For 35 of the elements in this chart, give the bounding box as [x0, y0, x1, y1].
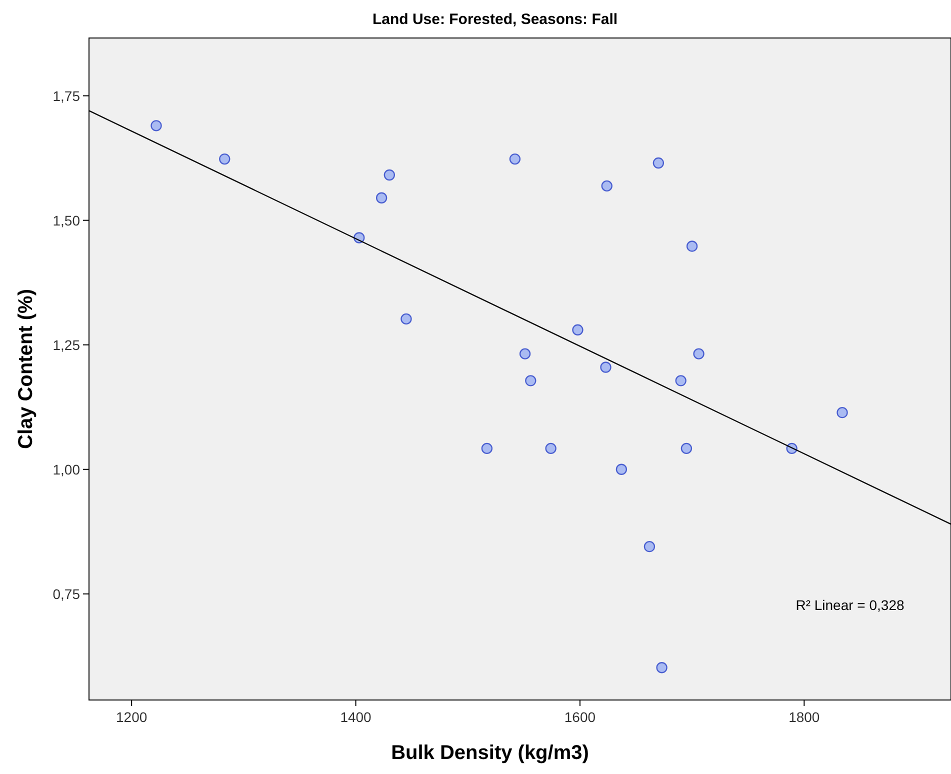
point [693, 348, 704, 360]
point [652, 157, 664, 169]
point [656, 662, 668, 674]
point [675, 375, 686, 386]
x-tick-label: 1400 [340, 709, 372, 725]
y-tick-label: 1,50 [52, 212, 80, 228]
point [219, 153, 230, 165]
point [836, 406, 848, 418]
annotation: R² Linear = 0,328 [796, 597, 904, 613]
point [525, 375, 536, 386]
point [644, 540, 656, 552]
y-tick-label: 1,00 [52, 461, 80, 478]
x-tick-label: 1800 [788, 709, 820, 725]
point [680, 442, 692, 454]
point [545, 442, 556, 454]
x-tick-label: 1200 [116, 709, 148, 725]
y-axis-title: Clay Content (%) [15, 289, 37, 449]
y-tick-label: 1,25 [52, 336, 80, 353]
point [376, 192, 388, 204]
point [686, 240, 698, 252]
point [509, 153, 521, 165]
y-tick-label: 1,75 [52, 88, 80, 104]
y-tick-label: 0,75 [52, 586, 80, 602]
x-axis-title: Bulk Density (kg/m3) [391, 742, 589, 764]
point [600, 362, 612, 373]
x-tick-label: 1600 [564, 709, 596, 725]
point [519, 348, 531, 360]
point [400, 313, 412, 325]
point [481, 442, 493, 454]
point [616, 464, 628, 475]
point [384, 169, 396, 181]
point [601, 180, 612, 192]
point [572, 324, 584, 336]
chart-title: Land Use: Forested, Seasons: Fall [372, 11, 618, 28]
point [150, 120, 162, 132]
